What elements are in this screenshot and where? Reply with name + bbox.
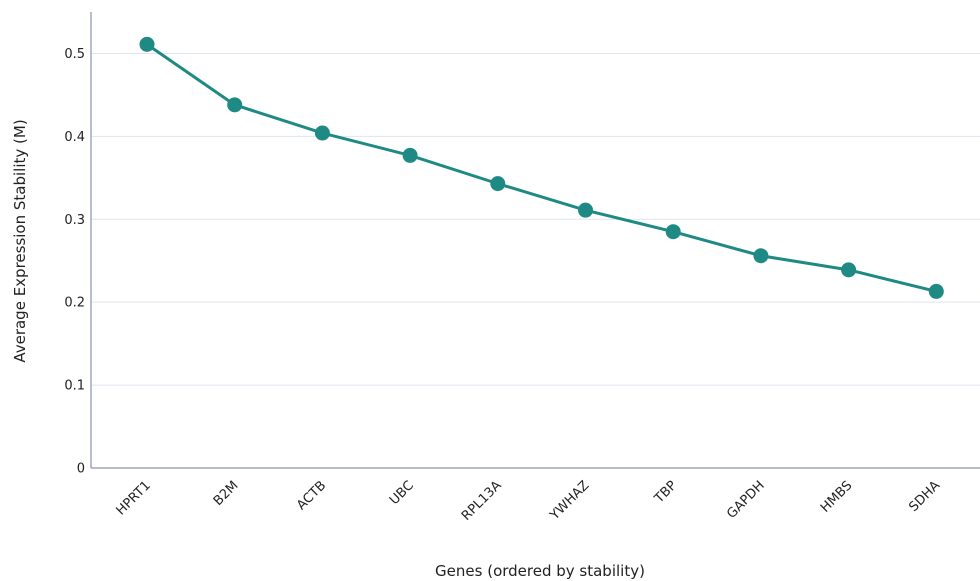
x-tick-label: GAPDH — [724, 478, 768, 522]
y-tick-label: 0.1 — [64, 379, 85, 394]
y-tick-label: 0.2 — [64, 296, 85, 311]
y-axis-label: Average Expression Stability (M) — [11, 119, 29, 362]
data-points — [139, 36, 944, 299]
x-tick-label: RPL13A — [459, 478, 505, 524]
y-tick-label: 0.3 — [64, 213, 85, 228]
data-point — [665, 224, 681, 240]
x-axis-label: Genes (ordered by stability) — [435, 562, 645, 580]
x-tick-label: ACTB — [294, 478, 329, 513]
data-point — [928, 283, 944, 299]
y-tick-label: 0.4 — [64, 130, 85, 145]
x-tick-label: TBP — [651, 478, 680, 507]
data-point — [314, 125, 330, 141]
data-point — [227, 97, 243, 113]
x-tick-labels: HPRT1 B2M ACTB UBC RPL13A YWHAZ TBP GAPDH HMBS SD… — [114, 478, 944, 524]
x-tick-label: HMBS — [818, 478, 855, 515]
y-tick-labels: 0 0.1 0.2 0.3 0.4 0.5 — [64, 47, 85, 477]
data-point — [402, 147, 418, 163]
data-point — [139, 36, 155, 52]
series-line — [146, 43, 937, 293]
x-tick-label: YWHAZ — [547, 478, 593, 524]
data-point — [490, 176, 506, 192]
data-point — [578, 202, 593, 218]
data-point — [841, 262, 857, 278]
x-tick-label: SDHA — [906, 478, 943, 515]
x-tick-label: B2M — [211, 478, 242, 509]
y-tick-label: 0.5 — [64, 47, 85, 62]
y-tick-label: 0 — [77, 462, 85, 477]
x-tick-label: HPRT1 — [114, 478, 154, 518]
x-tick-label: UBC — [387, 478, 417, 508]
data-point — [753, 248, 769, 264]
gridlines — [91, 52, 980, 386]
